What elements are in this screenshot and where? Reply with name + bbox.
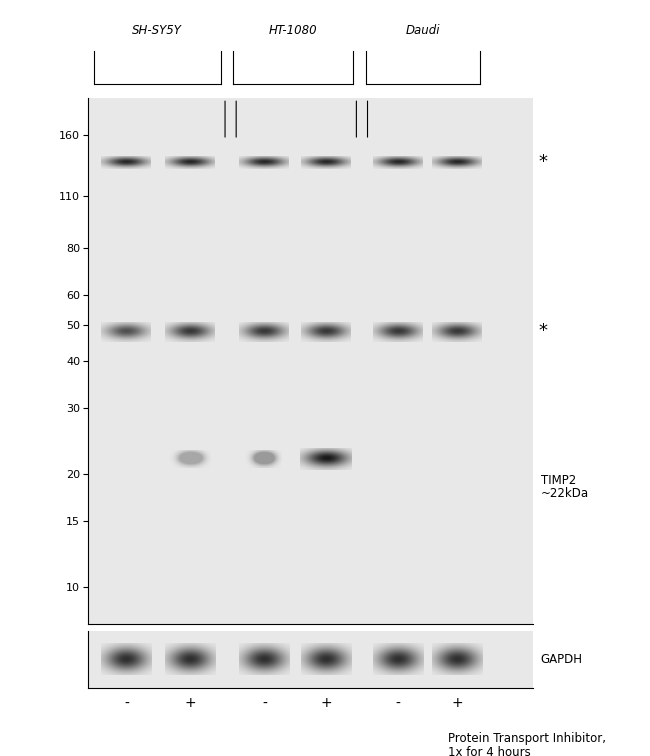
Text: HT-1080: HT-1080: [269, 24, 318, 37]
Text: -: -: [395, 696, 400, 711]
Text: Protein Transport Inhibitor,: Protein Transport Inhibitor,: [448, 732, 606, 745]
Text: +: +: [185, 696, 196, 711]
Text: *: *: [539, 322, 548, 340]
Text: *: *: [539, 153, 548, 172]
Text: -: -: [124, 696, 129, 711]
Text: TIMP2: TIMP2: [541, 473, 576, 487]
Text: +: +: [321, 696, 333, 711]
Text: 1x for 4 hours: 1x for 4 hours: [448, 746, 531, 756]
Text: +: +: [452, 696, 463, 711]
Text: ~22kDa: ~22kDa: [541, 487, 589, 500]
Text: Daudi: Daudi: [406, 24, 440, 37]
Text: SH-SY5Y: SH-SY5Y: [132, 24, 182, 37]
Text: GAPDH: GAPDH: [541, 652, 583, 666]
Text: -: -: [262, 696, 266, 711]
